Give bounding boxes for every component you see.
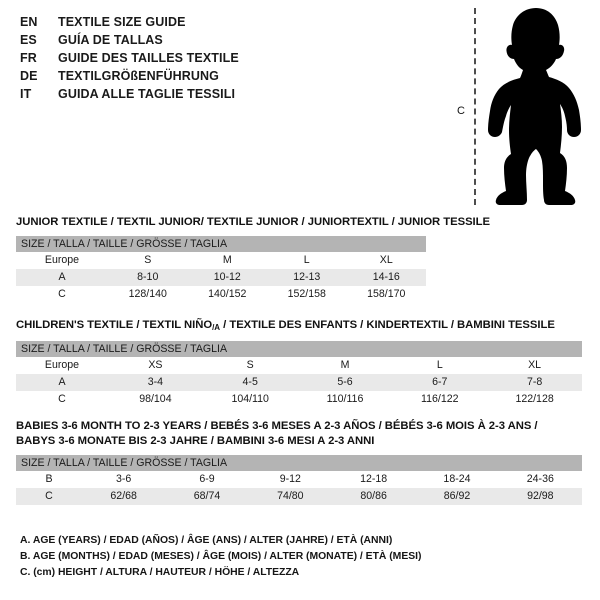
section-title-babies-line1: BABIES 3-6 MONTH TO 2-3 YEARS / BEBÉS 3-… bbox=[16, 420, 538, 432]
table-cell: 7-8 bbox=[487, 373, 582, 391]
table-header-row: SIZE / TALLA / TAILLE / GRÖSSE / TAGLIA bbox=[16, 236, 426, 252]
section-title-children-pre: CHILDREN'S TEXTILE / TEXTIL NIÑO bbox=[16, 319, 213, 331]
language-label-fr: GUIDE DES TAILLES TEXTILE bbox=[58, 51, 239, 65]
row-label: Europe bbox=[16, 356, 108, 374]
table-row: C 98/104 104/110 110/116 116/122 122/128 bbox=[16, 390, 582, 408]
language-label-es: GUÍA DE TALLAS bbox=[58, 33, 163, 47]
language-code-it: IT bbox=[20, 87, 32, 101]
footnote-b: B. AGE (MONTHS) / EDAD (MESES) / ÂGE (MO… bbox=[20, 551, 422, 562]
language-row-it: IT GUIDA ALLE TAGLIE TESSILI bbox=[20, 85, 420, 103]
table-cell: 74/80 bbox=[248, 488, 332, 505]
table-cell: 80/86 bbox=[331, 488, 416, 505]
table-cell: 9-12 bbox=[248, 471, 332, 488]
table-cell: M bbox=[297, 356, 393, 374]
table-cell: 24-36 bbox=[498, 471, 582, 488]
table-cell: 14-16 bbox=[346, 269, 426, 286]
legend-footnotes: A. AGE (YEARS) / EDAD (AÑOS) / ÂGE (ANS)… bbox=[20, 533, 580, 581]
table-cell: S bbox=[202, 356, 298, 374]
table-cell: 98/104 bbox=[108, 390, 203, 408]
table-cell: 128/140 bbox=[108, 286, 188, 303]
table-cell: 4-5 bbox=[202, 373, 298, 391]
junior-size-table: SIZE / TALLA / TAILLE / GRÖSSE / TAGLIA … bbox=[16, 236, 426, 303]
section-title-children-post: / TEXTILE DES ENFANTS / KINDERTEXTIL / B… bbox=[220, 319, 555, 331]
table-cell: 68/74 bbox=[165, 488, 249, 505]
table-cell: 5-6 bbox=[297, 373, 393, 391]
section-junior-textile: JUNIOR TEXTILE / TEXTIL JUNIOR/ TEXTILE … bbox=[16, 215, 490, 303]
row-label: A bbox=[16, 269, 108, 286]
table-cell: 62/68 bbox=[82, 488, 166, 505]
section-babies-textile: BABIES 3-6 MONTH TO 2-3 YEARS / BEBÉS 3-… bbox=[16, 419, 582, 505]
babies-size-table: SIZE / TALLA / TAILLE / GRÖSSE / TAGLIA … bbox=[16, 455, 582, 505]
footnote-c: C. (cm) HEIGHT / ALTURA / HAUTEUR / HÖHE… bbox=[20, 567, 300, 578]
table-row: Europe XS S M L XL bbox=[16, 356, 582, 374]
row-label: A bbox=[16, 373, 108, 391]
toddler-silhouette-icon bbox=[481, 6, 591, 206]
table-cell: 140/152 bbox=[187, 286, 267, 303]
table-cell: 3-4 bbox=[108, 373, 203, 391]
table-cell: XL bbox=[487, 356, 582, 374]
table-cell: XL bbox=[346, 252, 426, 269]
language-row-fr: FR GUIDE DES TAILLES TEXTILE bbox=[20, 49, 420, 67]
table-row: A 3-4 4-5 5-6 6-7 7-8 bbox=[16, 373, 582, 391]
table-cell: 116/122 bbox=[392, 390, 488, 408]
table-cell: 12-18 bbox=[331, 471, 416, 488]
language-code-es: ES bbox=[20, 33, 37, 47]
table-row: C 62/68 68/74 74/80 80/86 86/92 92/98 bbox=[16, 488, 582, 505]
section-title-children: CHILDREN'S TEXTILE / TEXTIL NIÑO/A / TEX… bbox=[16, 318, 582, 335]
table-cell: 122/128 bbox=[487, 390, 582, 408]
language-row-de: DE TEXTILGRÖßENFÜHRUNG bbox=[20, 67, 420, 85]
language-label-en: TEXTILE SIZE GUIDE bbox=[58, 15, 186, 29]
table-cell: 3-6 bbox=[82, 471, 166, 488]
table-row: C 128/140 140/152 152/158 158/170 bbox=[16, 286, 426, 303]
language-label-de: TEXTILGRÖßENFÜHRUNG bbox=[58, 69, 219, 83]
table-cell: 152/158 bbox=[267, 286, 347, 303]
section-children-textile: CHILDREN'S TEXTILE / TEXTIL NIÑO/A / TEX… bbox=[16, 318, 582, 408]
table-cell: 10-12 bbox=[187, 269, 267, 286]
row-label: C bbox=[16, 286, 108, 303]
table-row: B 3-6 6-9 9-12 12-18 18-24 24-36 bbox=[16, 471, 582, 488]
table-cell: 86/92 bbox=[415, 488, 499, 505]
language-code-fr: FR bbox=[20, 51, 37, 65]
children-header-cell: SIZE / TALLA / TAILLE / GRÖSSE / TAGLIA bbox=[16, 340, 582, 357]
row-label: C bbox=[16, 390, 108, 408]
table-cell: 158/170 bbox=[346, 286, 426, 303]
footnote-a: A. AGE (YEARS) / EDAD (AÑOS) / ÂGE (ANS)… bbox=[20, 535, 393, 546]
table-cell: 104/110 bbox=[202, 390, 298, 408]
language-label-it: GUIDA ALLE TAGLIE TESSILI bbox=[58, 87, 236, 101]
table-cell: 18-24 bbox=[415, 471, 499, 488]
table-cell: 110/116 bbox=[297, 390, 393, 408]
table-cell: L bbox=[392, 356, 488, 374]
table-cell: 6-9 bbox=[165, 471, 249, 488]
section-title-junior: JUNIOR TEXTILE / TEXTIL JUNIOR/ TEXTILE … bbox=[16, 216, 490, 228]
height-measure-label: C bbox=[457, 105, 466, 117]
language-row-es: ES GUÍA DE TALLAS bbox=[20, 31, 420, 49]
table-header-row: SIZE / TALLA / TAILLE / GRÖSSE / TAGLIA bbox=[16, 340, 582, 357]
section-title-children-subscript: /A bbox=[212, 322, 221, 332]
junior-header-cell: SIZE / TALLA / TAILLE / GRÖSSE / TAGLIA bbox=[16, 236, 426, 252]
table-cell: 6-7 bbox=[392, 373, 488, 391]
language-code-en: EN bbox=[20, 15, 38, 29]
table-cell: 12-13 bbox=[267, 269, 347, 286]
table-cell: M bbox=[187, 252, 267, 269]
language-row-en: EN TEXTILE SIZE GUIDE bbox=[20, 13, 420, 31]
table-row: Europe S M L XL bbox=[16, 252, 426, 269]
height-dashed-guide-line bbox=[474, 8, 476, 205]
row-label: C bbox=[16, 488, 82, 505]
table-cell: 8-10 bbox=[108, 269, 188, 286]
table-cell: 92/98 bbox=[498, 488, 582, 505]
table-cell: L bbox=[267, 252, 347, 269]
table-cell: XS bbox=[108, 356, 203, 374]
language-title-list: EN TEXTILE SIZE GUIDE ES GUÍA DE TALLAS … bbox=[20, 13, 420, 103]
section-title-babies: BABIES 3-6 MONTH TO 2-3 YEARS / BEBÉS 3-… bbox=[16, 419, 582, 449]
babies-header-cell: SIZE / TALLA / TAILLE / GRÖSSE / TAGLIA bbox=[16, 455, 582, 471]
row-label: Europe bbox=[16, 252, 108, 269]
height-measurement-figure: C bbox=[455, 0, 600, 212]
row-label: B bbox=[16, 471, 82, 488]
table-header-row: SIZE / TALLA / TAILLE / GRÖSSE / TAGLIA bbox=[16, 455, 582, 471]
table-cell: S bbox=[108, 252, 188, 269]
table-row: A 8-10 10-12 12-13 14-16 bbox=[16, 269, 426, 286]
language-code-de: DE bbox=[20, 69, 38, 83]
children-size-table: SIZE / TALLA / TAILLE / GRÖSSE / TAGLIA … bbox=[16, 340, 582, 408]
section-title-babies-line2: BABYS 3-6 MONATE BIS 2-3 JAHRE / BAMBINI… bbox=[16, 435, 375, 447]
